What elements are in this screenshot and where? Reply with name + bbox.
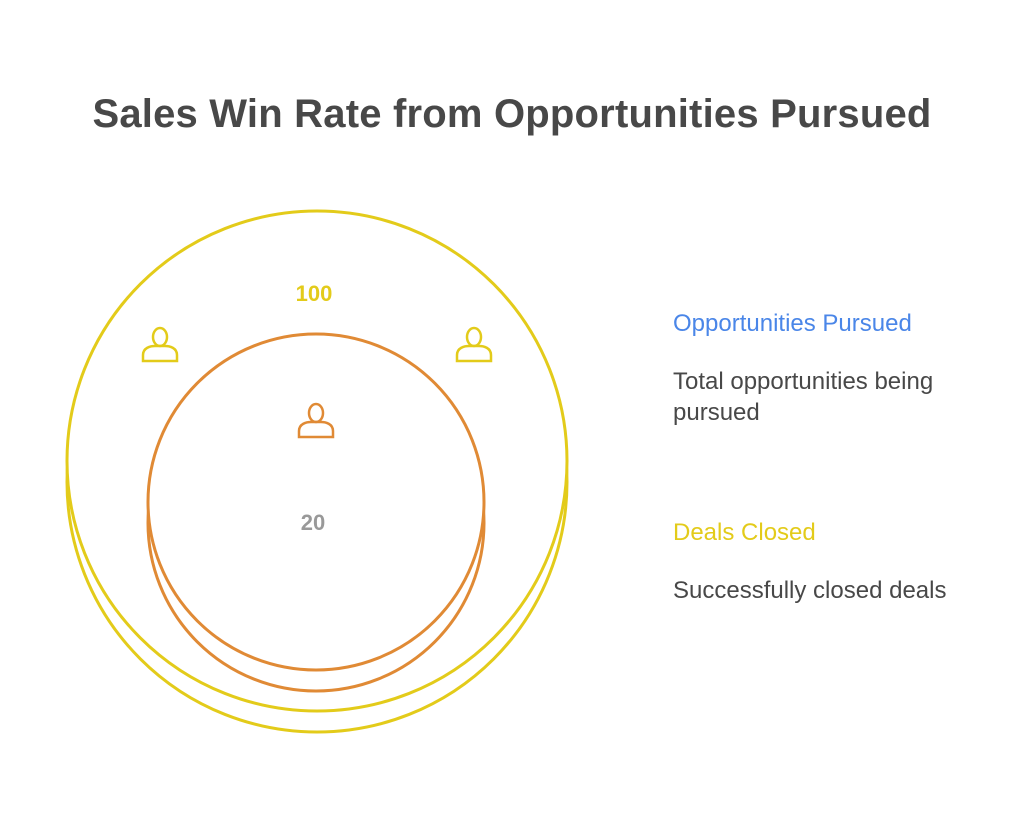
legend-description-opportunities: Total opportunities being pursued <box>673 368 934 426</box>
page-title: Sales Win Rate from Opportunities Pursue… <box>92 92 932 136</box>
person-icon <box>141 326 179 363</box>
person-icon <box>297 402 335 439</box>
inner-value-label: 20 <box>301 510 325 535</box>
legend-heading-deals: Deals Closed <box>673 519 816 546</box>
legend-heading-opportunities: Opportunities Pursued <box>673 310 912 337</box>
person-icon <box>455 326 493 363</box>
inner-circle <box>146 332 486 672</box>
outer-value-label: 100 <box>296 281 333 306</box>
legend-description-deals: Successfully closed deals <box>673 577 947 604</box>
inner-circle-group <box>146 332 486 693</box>
